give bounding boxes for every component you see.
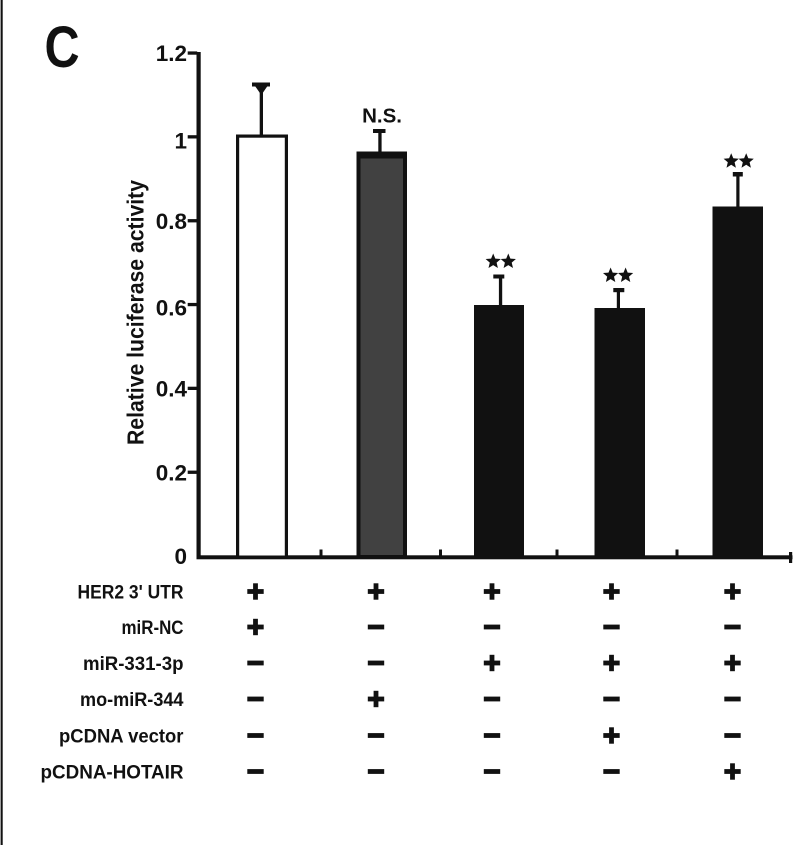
svg-text:miR-331-3p: miR-331-3p — [83, 653, 184, 675]
svg-text:miR-NC: miR-NC — [122, 617, 184, 639]
svg-text:HER2 3' UTR: HER2 3' UTR — [78, 582, 184, 604]
svg-text:0.2: 0.2 — [156, 460, 187, 485]
svg-text:pCDNA vector: pCDNA vector — [59, 726, 184, 748]
svg-text:0: 0 — [174, 544, 187, 569]
svg-text:C: C — [45, 15, 80, 80]
svg-text:mo-miR-344: mo-miR-344 — [80, 689, 184, 711]
svg-text:N.S.: N.S. — [362, 105, 402, 128]
svg-text:Relative luciferase activity: Relative luciferase activity — [123, 180, 149, 445]
svg-text:1.2: 1.2 — [156, 41, 187, 66]
svg-text:0.4: 0.4 — [156, 377, 188, 402]
svg-text:0.8: 0.8 — [156, 209, 187, 234]
svg-text:pCDNA-HOTAIR: pCDNA-HOTAIR — [41, 762, 184, 784]
svg-text:0.6: 0.6 — [156, 296, 187, 321]
svg-text:1: 1 — [174, 129, 187, 154]
